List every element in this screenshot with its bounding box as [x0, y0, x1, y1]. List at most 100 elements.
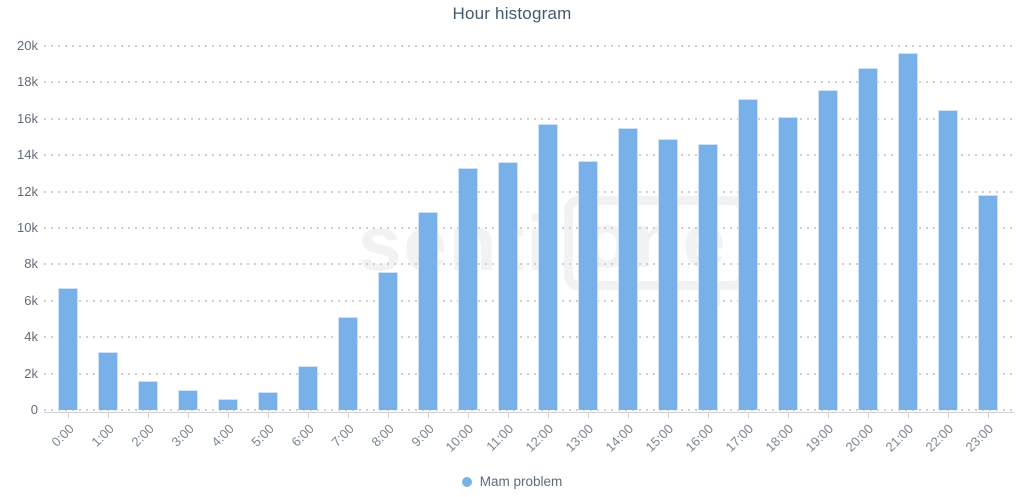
x-axis-label: 10:00	[442, 421, 477, 455]
x-axis-label: 5:00	[248, 421, 277, 450]
x-axis-label: 9:00	[408, 421, 437, 450]
x-tick	[828, 413, 829, 418]
x-axis-line	[44, 412, 1014, 413]
bar-11:00[interactable]	[498, 162, 518, 410]
bar-23:00[interactable]	[978, 195, 998, 410]
bar-8:00[interactable]	[378, 272, 398, 410]
x-tick	[468, 413, 469, 418]
x-axis-label: 21:00	[882, 421, 917, 455]
x-axis-label: 22:00	[922, 421, 957, 455]
bar-14:00[interactable]	[618, 128, 638, 410]
bar-0:00[interactable]	[58, 288, 78, 410]
y-gridline	[44, 190, 1014, 193]
x-tick	[628, 413, 629, 418]
x-tick	[708, 413, 709, 418]
x-tick	[148, 413, 149, 418]
bar-5:00[interactable]	[258, 392, 278, 410]
x-tick	[948, 413, 949, 418]
x-axis-label: 18:00	[762, 421, 797, 455]
x-axis-label: 11:00	[483, 421, 517, 454]
x-tick	[988, 413, 989, 418]
x-axis-label: 2:00	[128, 421, 157, 450]
y-gridline	[44, 45, 1014, 47]
legend-marker-icon	[461, 476, 472, 487]
y-axis-label: 10k	[17, 220, 38, 235]
x-tick	[788, 413, 789, 418]
y-gridline	[44, 227, 1014, 229]
bar-16:00[interactable]	[698, 144, 718, 410]
x-tick	[108, 413, 109, 418]
y-axis-label: 6k	[24, 292, 38, 308]
x-axis-label: 23:00	[962, 421, 997, 455]
y-gridline	[44, 81, 1014, 84]
x-tick	[868, 413, 869, 418]
x-axis-label: 7:00	[328, 421, 357, 450]
x-axis-label: 3:00	[168, 421, 197, 450]
bar-13:00[interactable]	[578, 161, 598, 410]
x-axis-label: 0:00	[48, 421, 77, 450]
y-gridline	[44, 409, 1014, 411]
y-gridline	[44, 154, 1014, 157]
chart-title: Hour histogram	[452, 4, 572, 23]
y-axis-label: 2k	[24, 365, 38, 381]
y-axis-label: 20k	[17, 38, 38, 53]
y-axis-label: 0	[30, 402, 38, 417]
x-axis-label: 4:00	[208, 421, 237, 450]
y-gridline	[44, 263, 1014, 266]
x-axis-label: 19:00	[802, 421, 837, 455]
x-tick	[388, 413, 389, 418]
x-axis-label: 6:00	[288, 421, 317, 450]
x-tick	[428, 413, 429, 418]
y-axis-label: 8k	[24, 256, 38, 272]
x-tick	[228, 413, 229, 418]
bar-22:00[interactable]	[938, 110, 958, 410]
x-tick	[548, 413, 549, 418]
x-tick	[908, 413, 909, 418]
legend-item-mam-problem[interactable]: Mam problem	[0, 474, 1024, 489]
bar-19:00[interactable]	[818, 90, 838, 410]
x-axis-label: 8:00	[368, 421, 397, 450]
x-tick	[748, 413, 749, 418]
y-axis-label: 16k	[17, 110, 38, 126]
x-tick	[348, 413, 349, 418]
legend-label: Mam problem	[479, 474, 563, 489]
x-tick	[508, 413, 509, 418]
x-tick	[268, 413, 269, 418]
bar-9:00[interactable]	[418, 212, 438, 410]
y-gridline	[44, 299, 1014, 302]
bar-12:00[interactable]	[538, 124, 558, 410]
x-tick	[668, 413, 669, 418]
y-axis-label: 18k	[17, 74, 38, 90]
y-gridline	[44, 372, 1014, 375]
bar-7:00[interactable]	[338, 317, 358, 410]
bar-17:00[interactable]	[738, 99, 758, 410]
bar-20:00[interactable]	[858, 68, 878, 410]
x-tick	[188, 413, 189, 418]
bar-21:00[interactable]	[898, 53, 918, 410]
bar-10:00[interactable]	[458, 168, 478, 410]
bar-4:00[interactable]	[218, 399, 238, 410]
bar-15:00[interactable]	[658, 139, 678, 410]
x-tick	[68, 413, 69, 418]
x-axis-label: 12:00	[522, 421, 557, 455]
x-tick	[308, 413, 309, 418]
y-axis-label: 14k	[17, 147, 38, 163]
x-axis-label: 1:00	[88, 421, 117, 450]
x-axis-label: 14:00	[602, 421, 637, 455]
y-gridline	[44, 336, 1014, 339]
x-axis-label: 16:00	[682, 421, 717, 455]
x-axis-label: 17:00	[722, 421, 757, 455]
y-axis-label: 4k	[24, 329, 38, 345]
x-axis-label: 13:00	[562, 421, 597, 455]
bar-18:00[interactable]	[778, 117, 798, 410]
x-axis-label: 20:00	[842, 421, 877, 455]
y-gridline	[44, 117, 1014, 120]
y-axis-label: 12k	[17, 183, 38, 199]
bar-1:00[interactable]	[98, 352, 118, 410]
bar-2:00[interactable]	[138, 381, 158, 410]
bar-6:00[interactable]	[298, 366, 318, 410]
x-axis-label: 15:00	[642, 421, 677, 455]
bar-3:00[interactable]	[178, 390, 198, 410]
